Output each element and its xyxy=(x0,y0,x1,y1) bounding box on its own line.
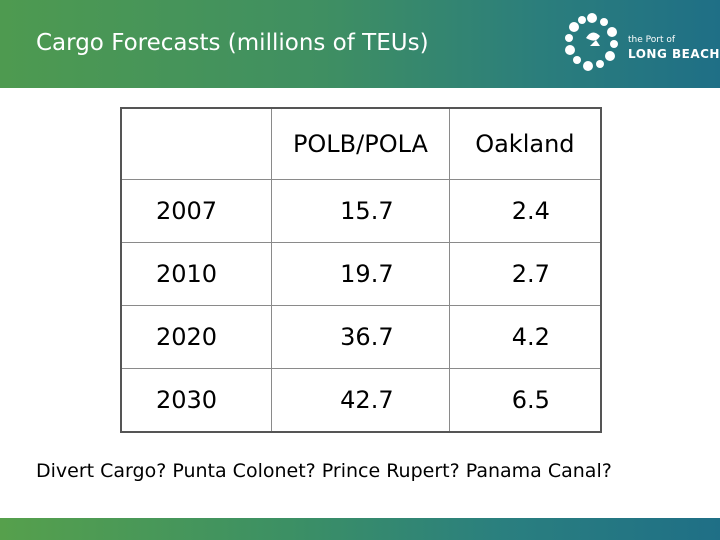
oakland-cell: 2.4 xyxy=(448,179,602,243)
table-row: 2030 42.7 6.5 xyxy=(120,368,602,433)
polb-pola-cell: 15.7 xyxy=(271,179,450,243)
ring-emblem-icon xyxy=(565,13,618,71)
cargo-forecast-table: POLB/POLA Oakland 2007 15.7 2.4 2010 19.… xyxy=(120,107,602,433)
table-row: 2020 36.7 4.2 xyxy=(120,305,602,369)
table-row: 2007 15.7 2.4 xyxy=(120,179,602,243)
year-cell: 2020 xyxy=(120,305,273,369)
polb-pola-cell: 42.7 xyxy=(271,368,450,433)
table-row: 2010 19.7 2.7 xyxy=(120,242,602,306)
year-cell: 2030 xyxy=(120,368,273,433)
year-cell: 2007 xyxy=(120,179,273,243)
footer-band xyxy=(0,518,720,540)
oakland-cell: 2.7 xyxy=(448,242,602,306)
logo-small-text: the Port of xyxy=(628,35,676,45)
polb-pola-cell: 19.7 xyxy=(271,242,450,306)
header-cell-polb-pola: POLB/POLA xyxy=(271,107,450,180)
slide-title: Cargo Forecasts (millions of TEUs) xyxy=(36,30,429,56)
header-cell-oakland: Oakland xyxy=(448,107,602,180)
logo-big-text: LONG BEACH xyxy=(628,47,720,61)
header-cell-blank xyxy=(120,107,273,180)
discussion-questions: Divert Cargo? Punta Colonet? Prince Rupe… xyxy=(36,460,612,482)
oakland-cell: 6.5 xyxy=(448,368,602,433)
header-band: Cargo Forecasts (millions of TEUs) the P… xyxy=(0,0,720,88)
oakland-cell: 4.2 xyxy=(448,305,602,369)
year-cell: 2010 xyxy=(120,242,273,306)
port-of-long-beach-logo: the Port of LONG BEACH xyxy=(560,8,720,80)
polb-pola-cell: 36.7 xyxy=(271,305,450,369)
table-header-row: POLB/POLA Oakland xyxy=(120,107,602,180)
